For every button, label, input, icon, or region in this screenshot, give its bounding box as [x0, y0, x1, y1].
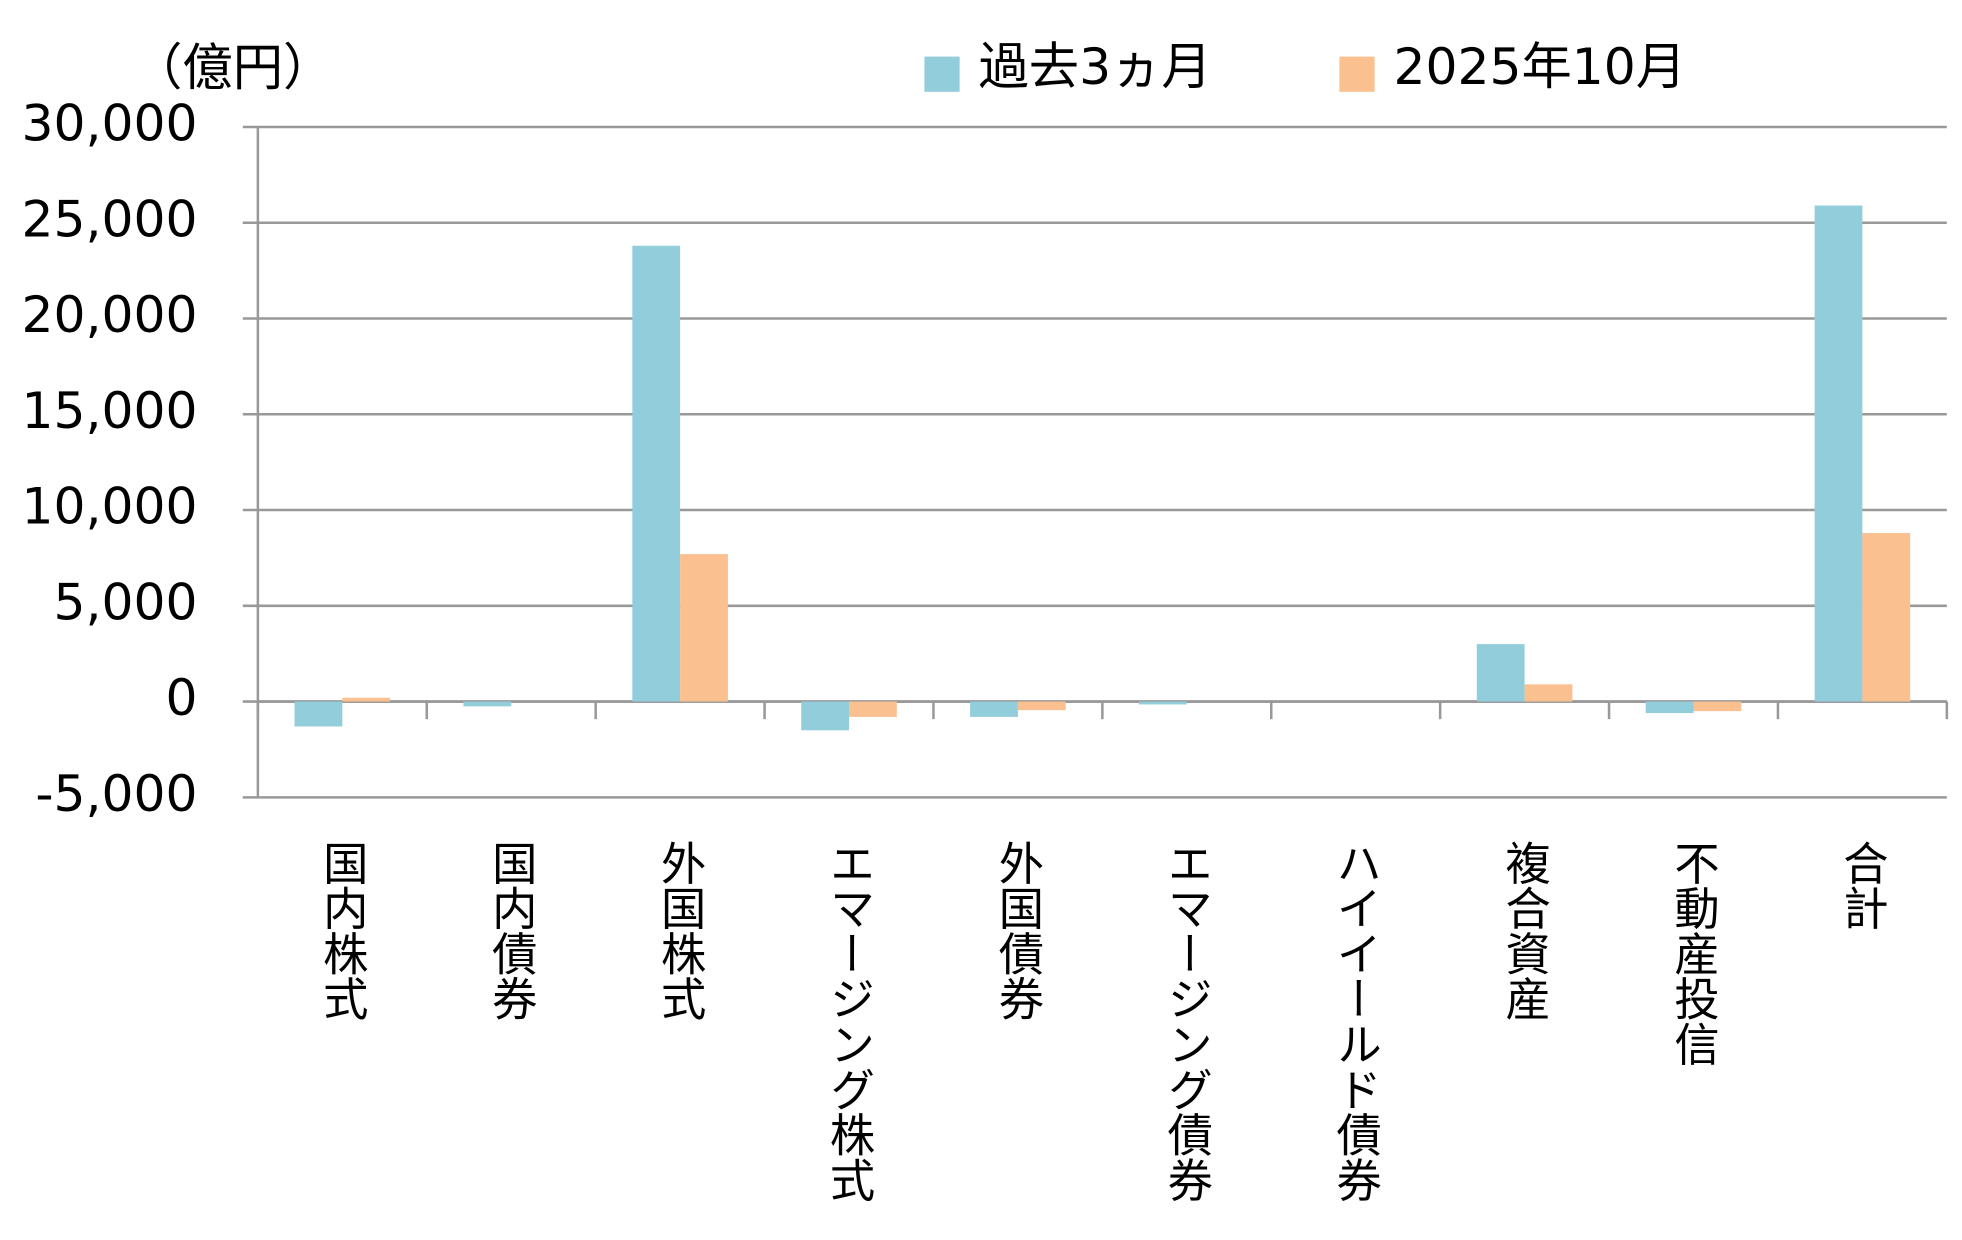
bar [680, 554, 728, 702]
bar [849, 701, 897, 717]
x-tick-label: エマージング債券 [1160, 840, 1213, 1202]
bar [1524, 684, 1573, 702]
legend-swatch [924, 56, 960, 92]
bar [1476, 644, 1525, 702]
x-tick-label: 不動産投信 [1667, 840, 1720, 1066]
bar [1814, 205, 1863, 702]
bar [1139, 701, 1187, 705]
x-tick-label: 外国株式 [654, 840, 707, 1021]
x-tick-label: ハイイールド債券 [1329, 840, 1382, 1202]
x-tick-label: エマージング株式 [823, 840, 876, 1202]
y-tick-label: 30,000 [22, 94, 198, 153]
bar [342, 697, 391, 702]
y-tick-label: 0 [165, 668, 197, 727]
bar [1693, 701, 1742, 712]
bar [632, 245, 681, 702]
x-tick-label: 国内債券 [485, 840, 538, 1021]
unit-label: （億円） [132, 38, 333, 97]
x-tick-label: 複合資産 [1498, 840, 1551, 1021]
y-tick-label: -5,000 [35, 764, 197, 823]
x-tick-label: 合計 [1836, 840, 1889, 931]
bar [970, 701, 1018, 717]
bar [801, 701, 850, 731]
y-tick-label: 25,000 [22, 189, 198, 248]
y-tick-label: 10,000 [22, 477, 198, 536]
y-tick-label: 20,000 [22, 285, 198, 344]
legend-swatch [1339, 56, 1375, 92]
bar [1645, 701, 1694, 714]
x-tick-label: 外国債券 [991, 840, 1044, 1021]
y-tick-label: 15,000 [22, 381, 198, 440]
bar [294, 701, 343, 727]
legend-label: 過去3ヵ月 [978, 37, 1211, 96]
bar [463, 701, 512, 707]
bar [1862, 533, 1911, 702]
x-tick-label: 国内株式 [316, 840, 369, 1021]
legend-label: 2025年10月 [1393, 37, 1686, 96]
bar [1017, 701, 1066, 711]
y-tick-label: 5,000 [54, 572, 198, 631]
